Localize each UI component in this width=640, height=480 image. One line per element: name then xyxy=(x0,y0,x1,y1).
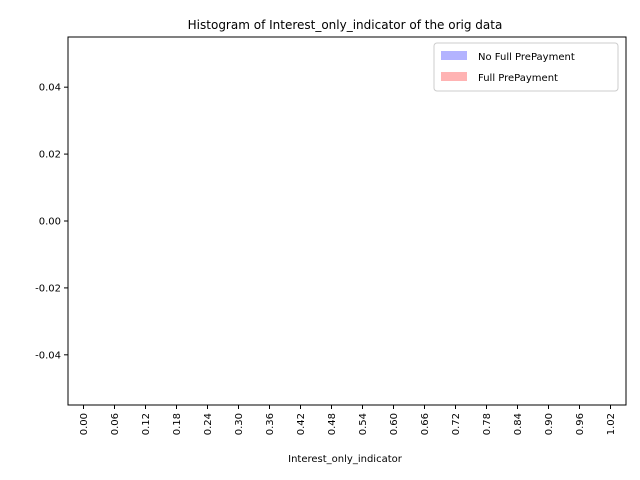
x-tick-label: 0.18 xyxy=(172,413,183,435)
chart-title: Histogram of Interest_only_indicator of … xyxy=(188,18,503,32)
y-tick-label: -0.04 xyxy=(35,350,61,361)
legend-swatch-no-full-prepayment xyxy=(441,51,467,60)
plot-area: 0.04 0.02 0.00 -0.02 -0.04 0.00 0.06 0.12 0.18 0.… xyxy=(35,36,627,435)
x-tick-label: 0.12 xyxy=(141,413,152,435)
x-tick-label: 0.54 xyxy=(358,413,369,435)
y-tick-label: 0.00 xyxy=(39,217,61,228)
x-tick-label: 0.72 xyxy=(451,413,462,435)
x-tick-label: 0.78 xyxy=(482,413,493,435)
y-tick-label: 0.02 xyxy=(39,150,61,161)
x-tick-label: 0.48 xyxy=(327,413,338,435)
x-tick-label: 0.42 xyxy=(296,413,307,435)
x-tick-label: 0.84 xyxy=(513,413,524,435)
legend-box xyxy=(433,42,619,92)
legend-label-full-prepayment: Full PrePayment xyxy=(478,73,558,84)
x-tick-label: 0.00 xyxy=(79,413,90,435)
legend: No Full PrePayment Full PrePayment xyxy=(433,42,619,92)
x-tick-label: 0.36 xyxy=(265,413,276,435)
y-tick-label: 0.04 xyxy=(39,83,61,94)
x-tick-label: 0.90 xyxy=(544,413,555,435)
x-tick-label: 0.06 xyxy=(110,413,121,435)
x-tick-label: 0.60 xyxy=(389,413,400,435)
x-tick-label: 0.24 xyxy=(203,413,214,435)
legend-label-no-full-prepayment: No Full PrePayment xyxy=(478,52,575,63)
axes-frame xyxy=(67,36,627,406)
y-tick-label: -0.02 xyxy=(35,283,61,294)
x-axis-label: Interest_only_indicator xyxy=(288,454,403,465)
x-tick-label: 0.96 xyxy=(575,413,586,435)
x-tick-label: 1.02 xyxy=(606,413,617,435)
legend-swatch-full-prepayment xyxy=(441,72,467,81)
x-tick-label: 0.66 xyxy=(420,413,431,435)
x-tick-label: 0.30 xyxy=(234,413,245,435)
